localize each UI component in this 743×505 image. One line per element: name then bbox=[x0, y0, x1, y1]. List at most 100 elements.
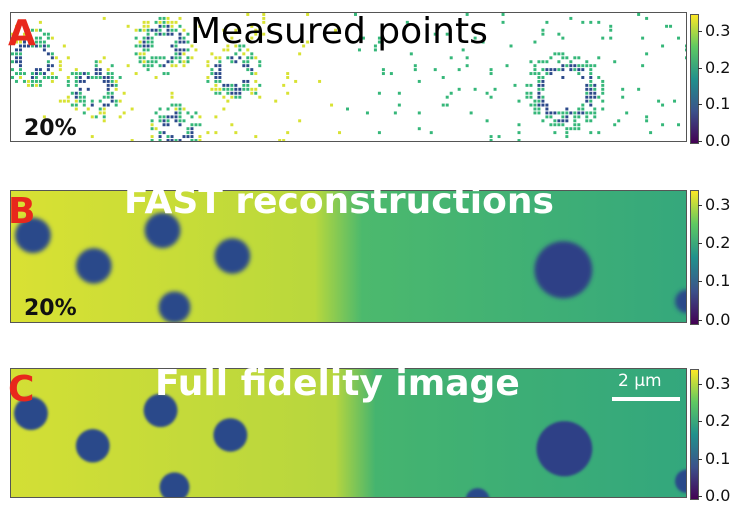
colorbar-b-tick-label: 0.1 bbox=[705, 271, 731, 290]
sample-point bbox=[561, 76, 565, 79]
sample-point bbox=[230, 36, 234, 40]
sample-point bbox=[222, 28, 226, 32]
sample-point bbox=[110, 91, 114, 95]
sample-point bbox=[593, 95, 597, 99]
sample-point bbox=[86, 107, 90, 111]
sample-point bbox=[565, 64, 569, 68]
sample-point bbox=[545, 103, 549, 107]
sample-point bbox=[142, 56, 146, 60]
sample-point bbox=[30, 44, 34, 48]
sample-point bbox=[541, 79, 545, 83]
sample-point bbox=[170, 91, 174, 95]
sample-point bbox=[22, 72, 26, 76]
sample-point bbox=[210, 87, 214, 91]
sample-point bbox=[154, 20, 158, 24]
sample-point bbox=[42, 32, 46, 36]
fast-reconstruction-map bbox=[11, 191, 686, 322]
sample-point bbox=[98, 68, 102, 72]
sample-point bbox=[146, 64, 150, 68]
sample-point bbox=[377, 91, 381, 95]
sample-point bbox=[50, 36, 54, 40]
colorbar-tick bbox=[698, 281, 702, 282]
sample-point bbox=[142, 64, 146, 68]
sample-point bbox=[601, 83, 605, 87]
sample-point bbox=[669, 24, 673, 28]
sample-point bbox=[645, 115, 649, 119]
sample-point bbox=[589, 99, 593, 103]
colorbar-tick bbox=[698, 68, 702, 69]
sample-point bbox=[585, 95, 589, 99]
sample-point bbox=[581, 20, 585, 24]
sample-point bbox=[230, 123, 234, 127]
sample-point bbox=[537, 99, 541, 103]
sample-point bbox=[541, 87, 545, 91]
sample-point bbox=[174, 20, 178, 24]
sample-point bbox=[38, 83, 42, 87]
sample-point bbox=[98, 107, 102, 111]
measured-points-map bbox=[11, 13, 686, 141]
sample-point bbox=[182, 60, 186, 64]
sample-point bbox=[617, 119, 621, 123]
sample-point bbox=[258, 83, 262, 87]
sample-point bbox=[601, 91, 605, 95]
sample-point bbox=[138, 56, 142, 60]
sample-point bbox=[162, 115, 166, 119]
sample-point bbox=[162, 16, 166, 20]
sample-point bbox=[34, 83, 38, 87]
colorbar-c bbox=[690, 369, 699, 500]
sample-point bbox=[230, 91, 234, 95]
sample-point bbox=[46, 68, 50, 72]
sample-point bbox=[338, 131, 342, 135]
sample-point bbox=[114, 83, 118, 87]
sample-point bbox=[557, 52, 561, 56]
sample-point bbox=[11, 40, 14, 44]
sample-point bbox=[473, 36, 477, 40]
sample-point bbox=[106, 72, 110, 76]
sample-point bbox=[18, 52, 22, 56]
sample-point bbox=[585, 64, 589, 68]
sample-point bbox=[70, 72, 74, 76]
sample-point bbox=[214, 76, 218, 79]
sample-point bbox=[46, 64, 50, 68]
sample-point bbox=[186, 60, 190, 64]
sample-point bbox=[182, 40, 186, 44]
sample-point bbox=[190, 123, 194, 127]
sample-point bbox=[102, 115, 106, 119]
sample-point bbox=[569, 16, 573, 20]
sample-point bbox=[569, 111, 573, 115]
sample-point bbox=[537, 83, 541, 87]
sample-point bbox=[302, 44, 306, 48]
sample-point bbox=[58, 64, 62, 68]
sample-point bbox=[294, 79, 298, 83]
panel-a-letter: A bbox=[8, 13, 36, 54]
sample-point bbox=[561, 115, 565, 119]
sample-point bbox=[645, 16, 649, 20]
sample-point bbox=[445, 32, 449, 36]
sample-point bbox=[565, 111, 569, 115]
sample-point bbox=[218, 68, 222, 72]
sample-point bbox=[381, 68, 385, 72]
sample-point bbox=[589, 111, 593, 115]
sample-point bbox=[158, 56, 162, 60]
sample-point bbox=[174, 52, 178, 56]
sample-point bbox=[509, 44, 513, 48]
sample-point bbox=[170, 56, 174, 60]
sample-point bbox=[557, 60, 561, 64]
sample-point bbox=[206, 60, 210, 64]
sample-point bbox=[158, 107, 162, 111]
sample-point bbox=[489, 95, 493, 99]
sample-point bbox=[170, 64, 174, 68]
sample-point bbox=[18, 72, 22, 76]
sample-point bbox=[641, 36, 645, 40]
sample-point bbox=[334, 28, 338, 32]
sample-point bbox=[497, 135, 501, 139]
sample-point bbox=[38, 28, 42, 32]
colorbar-tick bbox=[698, 205, 702, 206]
sample-point bbox=[581, 103, 585, 107]
sample-point bbox=[242, 79, 246, 83]
sample-point bbox=[226, 56, 230, 60]
sample-point bbox=[186, 111, 190, 115]
sample-point bbox=[170, 28, 174, 32]
sample-point bbox=[110, 79, 114, 83]
sample-point bbox=[597, 95, 601, 99]
